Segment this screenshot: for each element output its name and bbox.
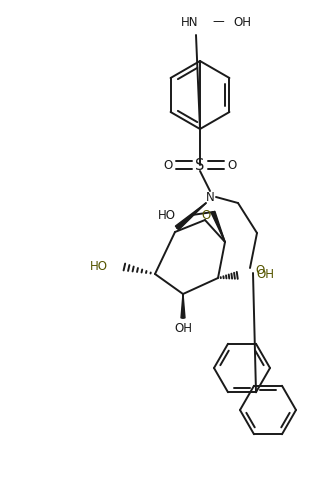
Text: O: O xyxy=(255,264,264,276)
Text: —: — xyxy=(212,16,224,28)
Text: OH: OH xyxy=(233,16,251,28)
Text: HO: HO xyxy=(90,260,108,273)
Text: HN: HN xyxy=(181,16,198,28)
Polygon shape xyxy=(211,211,225,242)
Polygon shape xyxy=(175,203,206,230)
Text: OH: OH xyxy=(256,269,274,281)
Text: OH: OH xyxy=(174,322,192,334)
Text: S: S xyxy=(195,158,205,172)
Polygon shape xyxy=(181,294,185,318)
Text: O: O xyxy=(164,159,172,171)
Text: O: O xyxy=(201,209,211,221)
Text: O: O xyxy=(227,159,237,171)
Text: N: N xyxy=(205,191,214,203)
Text: HO: HO xyxy=(158,209,176,221)
